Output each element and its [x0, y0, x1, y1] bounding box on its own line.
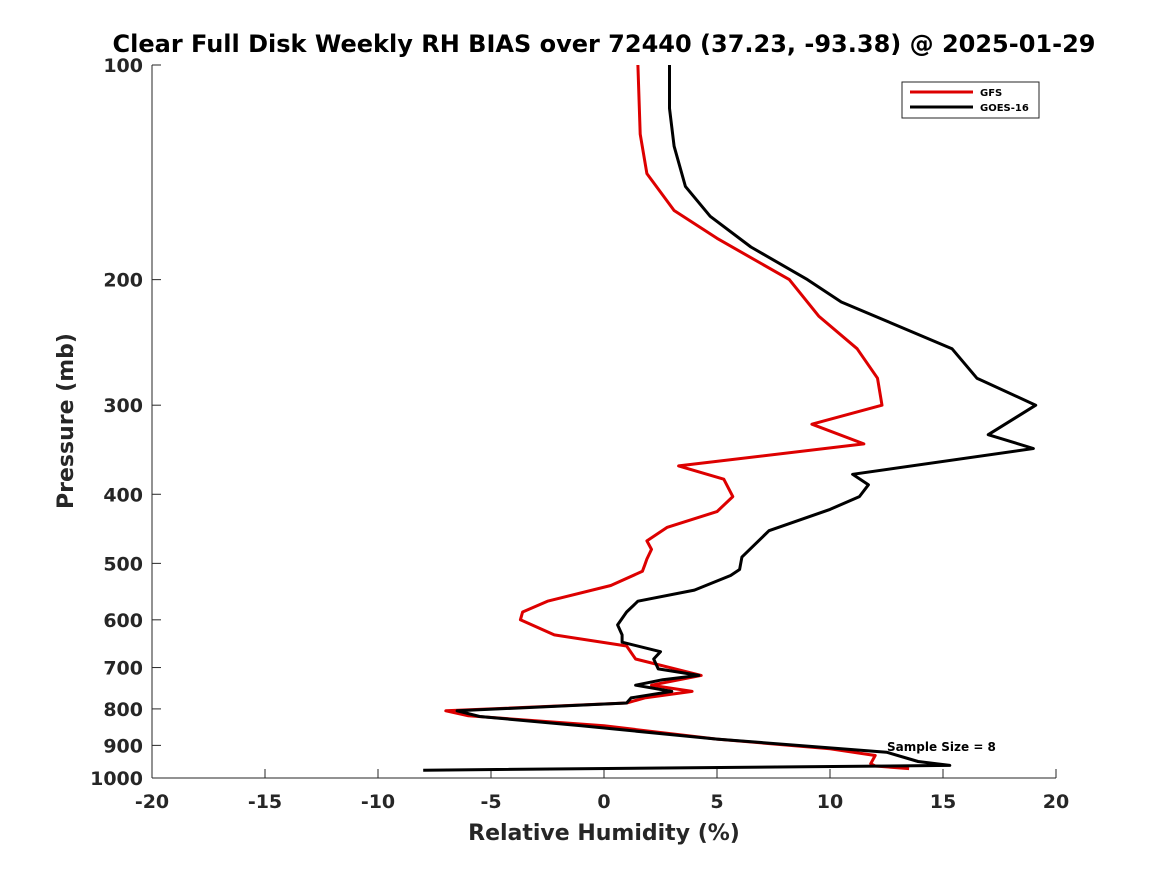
y-tick-label: 800: [103, 699, 143, 721]
plot-axes: [151, 65, 1056, 779]
x-tick-label: -5: [480, 791, 501, 813]
legend-label-goes16: GOES-16: [980, 103, 1029, 114]
y-tick-label: 900: [103, 735, 143, 757]
x-axis-label: Relative Humidity (%): [468, 821, 740, 846]
x-axis-ticks: -20 -15 -10 -5 0 5 10 15 20: [135, 769, 1069, 813]
series-lines: [423, 64, 1038, 772]
y-tick-label: 700: [103, 658, 143, 680]
y-tick-label: 100: [103, 55, 143, 77]
legend-label-gfs: GFS: [980, 88, 1002, 99]
x-tick-label: -20: [135, 791, 169, 813]
x-tick-label: 5: [710, 791, 723, 813]
y-tick-label: 500: [103, 553, 143, 575]
x-tick-label: 0: [597, 791, 610, 813]
series-line-goes16: [423, 65, 1038, 772]
y-tick-label: 400: [103, 484, 143, 506]
x-tick-label: -15: [248, 791, 282, 813]
y-tick-label: 1000: [90, 768, 143, 790]
legend: GFS GOES-16: [901, 81, 1040, 119]
x-tick-label: 15: [930, 791, 956, 813]
sample-size-annotation: Sample Size = 8: [887, 740, 996, 754]
series-line-gfs: [444, 64, 910, 771]
y-axis-label: Pressure (mb): [54, 333, 79, 509]
y-axis-ticks: 100 200 300 400 500 600 700 800 900 1000: [90, 55, 161, 790]
y-tick-label: 600: [103, 610, 143, 632]
y-tick-label: 200: [103, 270, 143, 292]
x-tick-label: 10: [817, 791, 843, 813]
legend-box: [901, 81, 1040, 119]
y-tick-label: 300: [103, 395, 143, 417]
chart-title: Clear Full Disk Weekly RH BIAS over 7244…: [113, 30, 1096, 58]
x-tick-label: -10: [361, 791, 395, 813]
x-tick-label: 20: [1043, 791, 1069, 813]
